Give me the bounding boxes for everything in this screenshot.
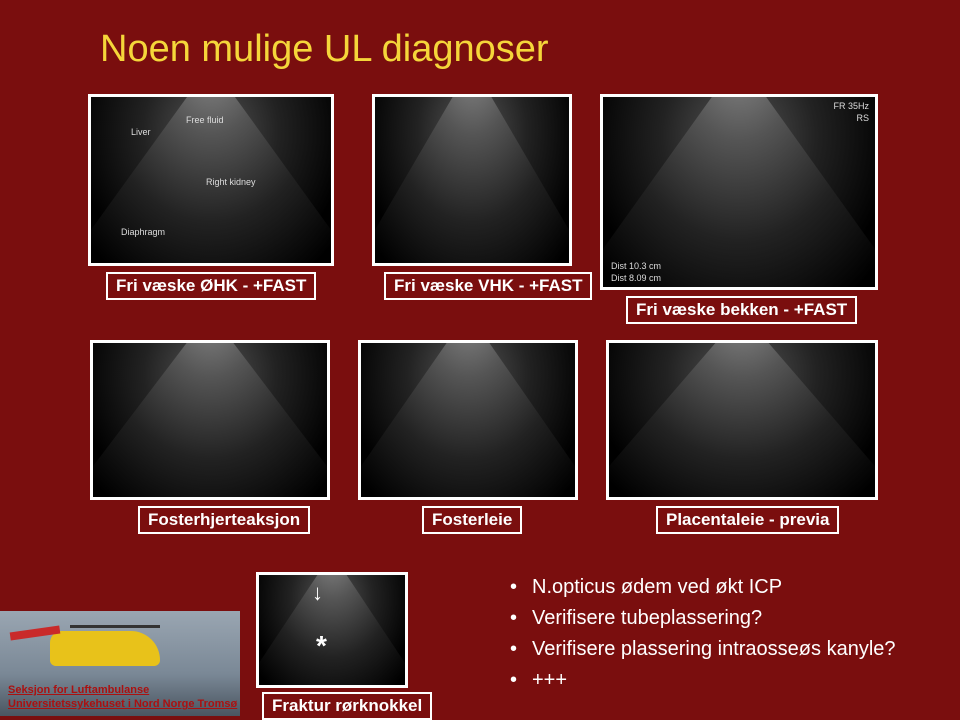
us3-label-dist2: Dist 8.09 cm [611, 273, 661, 283]
caption-r2-2: Fosterleie [422, 506, 522, 534]
bullet-item: Verifisere plassering intraosseøs kanyle… [510, 638, 896, 661]
caption-r1-3: Fri væske bekken - +FAST [626, 296, 857, 324]
us-image-5 [358, 340, 578, 500]
bullet-item: N.opticus ødem ved økt ICP [510, 576, 896, 599]
us-image-2 [372, 94, 572, 266]
us3-label-dist1: Dist 10.3 cm [611, 261, 661, 271]
logo-area: Seksjon for Luftambulanse Universitetssy… [0, 611, 240, 716]
logo-line1: Seksjon for Luftambulanse [8, 684, 149, 696]
us-image-6 [606, 340, 878, 500]
us1-label-diaphragm: Diaphragm [121, 227, 165, 237]
bullet-item: Verifisere tubeplassering? [510, 607, 896, 630]
us3-label-rs: RS [856, 113, 869, 123]
logo-line2: Universitetssykehuset i Nord Norge Troms… [8, 698, 237, 710]
caption-r2-1: Fosterhjerteaksjon [138, 506, 310, 534]
us1-label-freefluid: Free fluid [186, 115, 224, 125]
us1-label-kidney: Right kidney [206, 177, 256, 187]
us-image-4 [90, 340, 330, 500]
caption-r1-2: Fri væske VHK - +FAST [384, 272, 592, 300]
bullet-item: +++ [510, 669, 896, 692]
us-image-3: FR 35Hz RS Dist 10.3 cm Dist 8.09 cm [600, 94, 878, 290]
helicopter-icon [50, 631, 160, 666]
asterisk-marker: * [316, 630, 327, 662]
us-image-7 [256, 572, 408, 688]
us-image-1: Liver Free fluid Right kidney Diaphragm [88, 94, 334, 266]
caption-r2-3: Placentaleie - previa [656, 506, 839, 534]
slide-title: Noen mulige UL diagnoser [100, 28, 549, 71]
arrow-icon: ↓ [312, 580, 323, 606]
us3-label-fr: FR 35Hz [833, 101, 869, 111]
bullet-list: N.opticus ødem ved økt ICP Verifisere tu… [510, 576, 896, 700]
caption-r1-1: Fri væske ØHK - +FAST [106, 272, 316, 300]
us1-label-liver: Liver [131, 127, 151, 137]
